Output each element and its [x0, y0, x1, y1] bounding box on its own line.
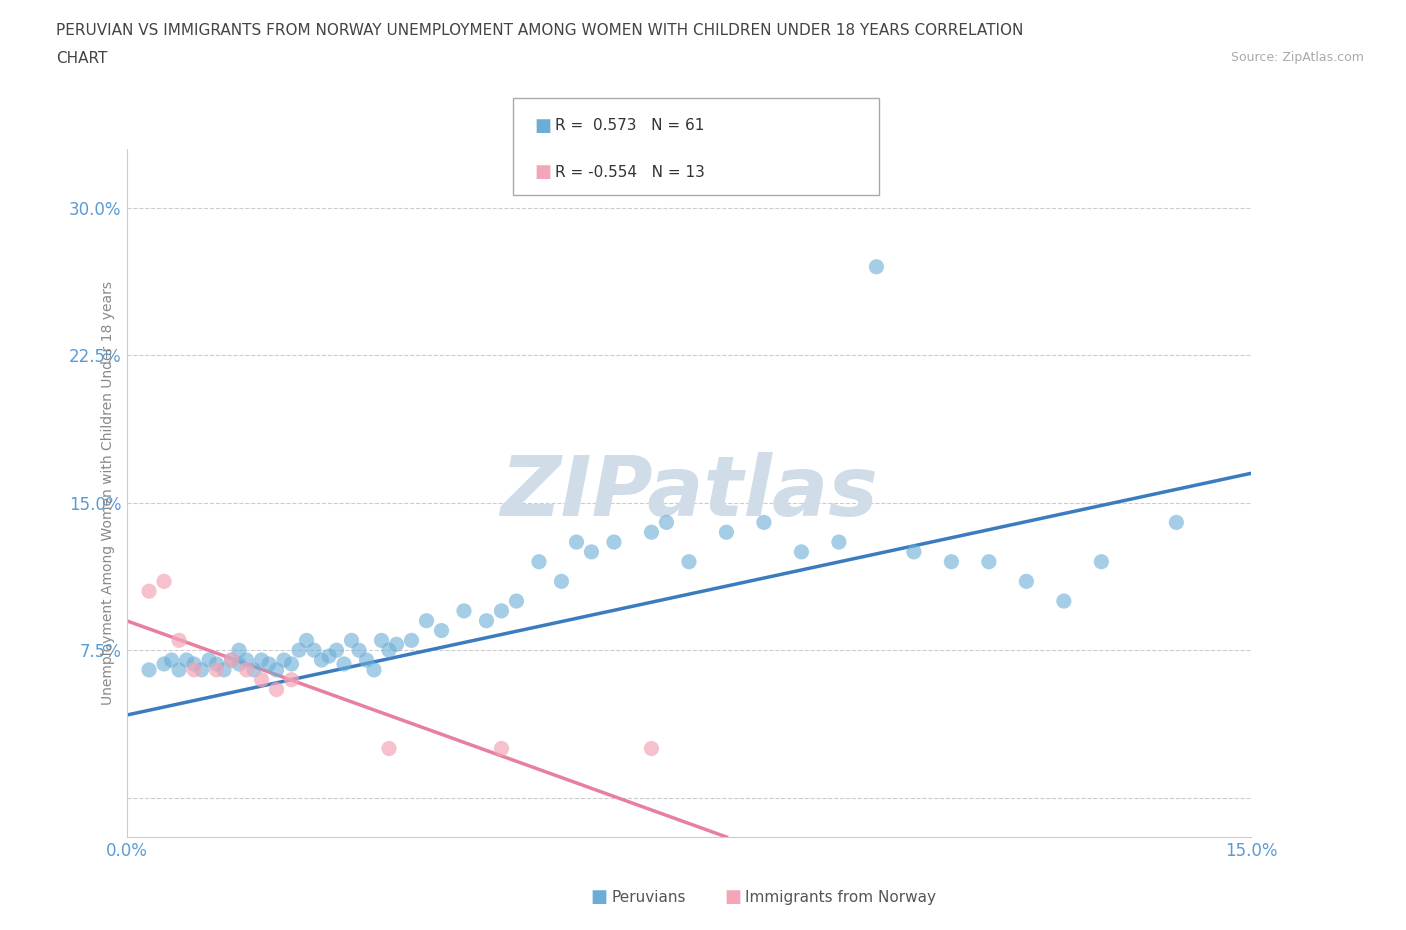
Point — [565, 535, 588, 550]
Point — [266, 682, 288, 697]
Point — [415, 613, 437, 628]
Point — [1015, 574, 1038, 589]
Point — [190, 662, 212, 677]
Point — [865, 259, 887, 274]
Text: PERUVIAN VS IMMIGRANTS FROM NORWAY UNEMPLOYMENT AMONG WOMEN WITH CHILDREN UNDER : PERUVIAN VS IMMIGRANTS FROM NORWAY UNEMP… — [56, 23, 1024, 38]
Text: R =  0.573   N = 61: R = 0.573 N = 61 — [555, 118, 704, 133]
Point — [250, 653, 273, 668]
Point — [347, 643, 370, 658]
Point — [318, 648, 340, 663]
Point — [977, 554, 1000, 569]
Point — [167, 662, 190, 677]
Point — [183, 657, 205, 671]
Point — [167, 633, 190, 648]
Point — [273, 653, 295, 668]
Point — [475, 613, 498, 628]
Point — [205, 662, 228, 677]
Point — [378, 741, 401, 756]
Point — [311, 653, 333, 668]
Point — [221, 653, 243, 668]
Point — [603, 535, 626, 550]
Point — [1090, 554, 1112, 569]
Point — [280, 672, 302, 687]
Point — [333, 657, 356, 671]
Point — [828, 535, 851, 550]
Y-axis label: Unemployment Among Women with Children Under 18 years: Unemployment Among Women with Children U… — [101, 281, 115, 705]
Point — [257, 657, 280, 671]
Point — [1166, 515, 1188, 530]
Point — [640, 741, 662, 756]
Point — [640, 525, 662, 539]
Point — [550, 574, 572, 589]
Point — [385, 637, 408, 652]
Text: Source: ZipAtlas.com: Source: ZipAtlas.com — [1230, 51, 1364, 64]
Text: Immigrants from Norway: Immigrants from Norway — [745, 890, 936, 905]
Point — [678, 554, 700, 569]
Point — [356, 653, 378, 668]
Point — [655, 515, 678, 530]
Point — [183, 662, 205, 677]
Point — [491, 741, 513, 756]
Point — [250, 672, 273, 687]
Point — [153, 657, 176, 671]
Point — [370, 633, 392, 648]
Point — [280, 657, 302, 671]
Text: ■: ■ — [534, 116, 551, 135]
Point — [401, 633, 423, 648]
Text: ZIPatlas: ZIPatlas — [501, 452, 877, 534]
Point — [527, 554, 550, 569]
Point — [288, 643, 311, 658]
Point — [941, 554, 963, 569]
Point — [302, 643, 325, 658]
Point — [505, 593, 527, 608]
Point — [198, 653, 221, 668]
Point — [363, 662, 385, 677]
Text: R = -0.554   N = 13: R = -0.554 N = 13 — [555, 165, 706, 179]
Point — [160, 653, 183, 668]
Point — [581, 544, 603, 559]
Point — [228, 657, 250, 671]
Point — [790, 544, 813, 559]
Point — [340, 633, 363, 648]
Point — [243, 662, 266, 677]
Point — [138, 662, 160, 677]
Point — [716, 525, 738, 539]
Point — [295, 633, 318, 648]
Text: CHART: CHART — [56, 51, 108, 66]
Point — [221, 653, 243, 668]
Point — [325, 643, 347, 658]
Point — [235, 662, 257, 677]
Text: ■: ■ — [534, 163, 551, 181]
Point — [453, 604, 475, 618]
Point — [205, 657, 228, 671]
Point — [430, 623, 453, 638]
Point — [176, 653, 198, 668]
Point — [138, 584, 160, 599]
Point — [153, 574, 176, 589]
Point — [266, 662, 288, 677]
Text: ■: ■ — [724, 888, 741, 907]
Point — [235, 653, 257, 668]
Text: ■: ■ — [591, 888, 607, 907]
Point — [752, 515, 775, 530]
Text: Peruvians: Peruvians — [612, 890, 686, 905]
Point — [1053, 593, 1076, 608]
Point — [228, 643, 250, 658]
Point — [491, 604, 513, 618]
Point — [903, 544, 925, 559]
Point — [378, 643, 401, 658]
Point — [212, 662, 235, 677]
